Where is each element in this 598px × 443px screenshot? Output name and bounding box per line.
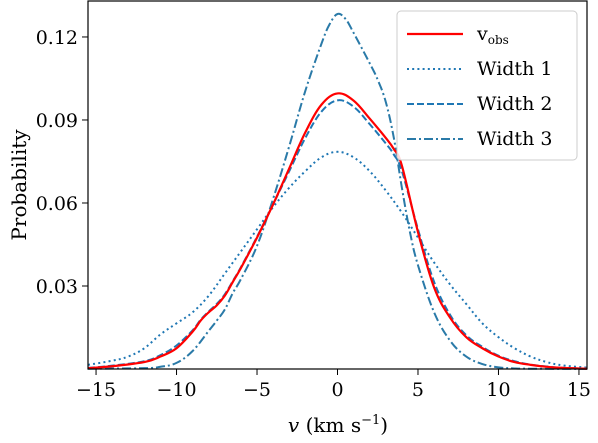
x-axis-label-var: v: [288, 413, 300, 437]
x-axis-label: v (km s−1): [288, 413, 388, 437]
series-line-width3: [87, 12, 588, 370]
series-line-v_obs: [87, 92, 588, 370]
x-tick-label: 10: [486, 379, 510, 401]
y-axis-label: Probability: [7, 129, 31, 241]
y-tick-label: 0.09: [36, 110, 78, 132]
legend: vobs Width 1 Width 2 Width 3: [396, 10, 578, 161]
legend-label-width3: Width 3: [477, 128, 552, 150]
x-tick-label: 5: [412, 379, 424, 401]
legend-label-width2: Width 2: [477, 93, 552, 115]
x-ticks: −15 −10 −5 0 5 10 15: [76, 369, 591, 401]
x-tick-label: −15: [76, 379, 116, 401]
y-tick-label: 0.03: [36, 276, 78, 298]
legend-label-v_obs: vobs: [476, 23, 509, 47]
x-axis-label-unit: (km s: [299, 413, 361, 437]
x-axis-label-close: ): [380, 413, 388, 437]
legend-items: vobs Width 1 Width 2 Width 3: [407, 23, 552, 150]
legend-box: [396, 10, 578, 161]
series-line-width1: [87, 150, 588, 369]
x-tick-label: −10: [156, 379, 196, 401]
legend-label-width1: Width 1: [477, 58, 552, 80]
y-tick-label: 0.12: [36, 27, 78, 49]
series-layer: [87, 12, 588, 370]
x-tick-label: 15: [567, 379, 591, 401]
y-tick-label: 0.06: [36, 193, 78, 215]
y-ticks: 0.03 0.06 0.09 0.12: [36, 27, 88, 298]
x-tick-label: 0: [331, 379, 343, 401]
x-tick-label: −5: [243, 379, 271, 401]
x-axis-label-exp: −1: [361, 413, 380, 428]
